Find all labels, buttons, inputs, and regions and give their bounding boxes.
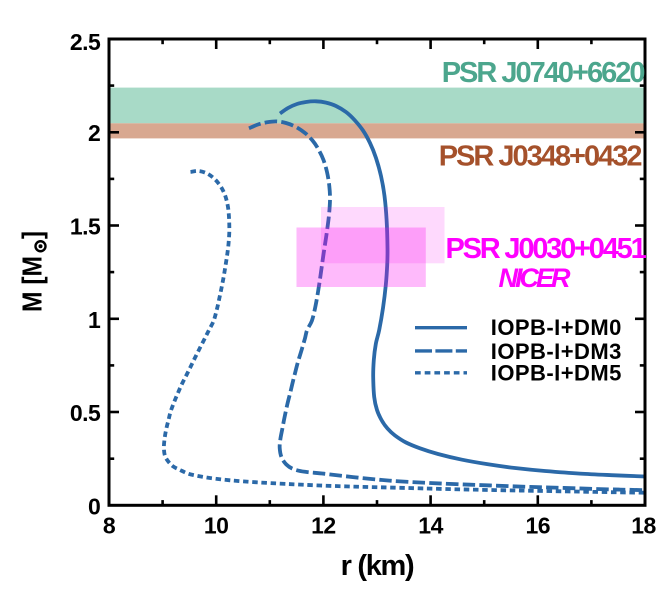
svg-text:18: 18	[631, 513, 656, 539]
svg-text:PSR J0740+6620: PSR J0740+6620	[442, 57, 645, 89]
svg-text:M [M: M [M	[17, 256, 48, 312]
svg-text:PSR J0348+0432: PSR J0348+0432	[439, 141, 642, 173]
svg-text:0.5: 0.5	[70, 400, 101, 426]
svg-text:10: 10	[204, 513, 229, 539]
svg-text:IOPB-I+DM5: IOPB-I+DM5	[491, 361, 622, 386]
svg-text:1: 1	[88, 307, 101, 333]
svg-text:12: 12	[311, 513, 336, 539]
svg-text:]: ]	[17, 231, 48, 239]
svg-text:IOPB-I+DM0: IOPB-I+DM0	[491, 315, 622, 340]
svg-text:0: 0	[88, 493, 100, 519]
svg-text:1.5: 1.5	[70, 213, 101, 239]
svg-text:2: 2	[88, 120, 100, 146]
svg-text:NICER: NICER	[498, 263, 571, 293]
svg-text:IOPB-I+DM3: IOPB-I+DM3	[491, 339, 622, 364]
svg-text:16: 16	[526, 513, 551, 539]
svg-text:2.5: 2.5	[70, 29, 101, 55]
svg-text:8: 8	[103, 513, 116, 539]
svg-text:14: 14	[418, 513, 443, 539]
svg-text:r (km): r (km)	[341, 550, 414, 582]
svg-text:PSR J0030+0451: PSR J0030+0451	[446, 233, 647, 265]
